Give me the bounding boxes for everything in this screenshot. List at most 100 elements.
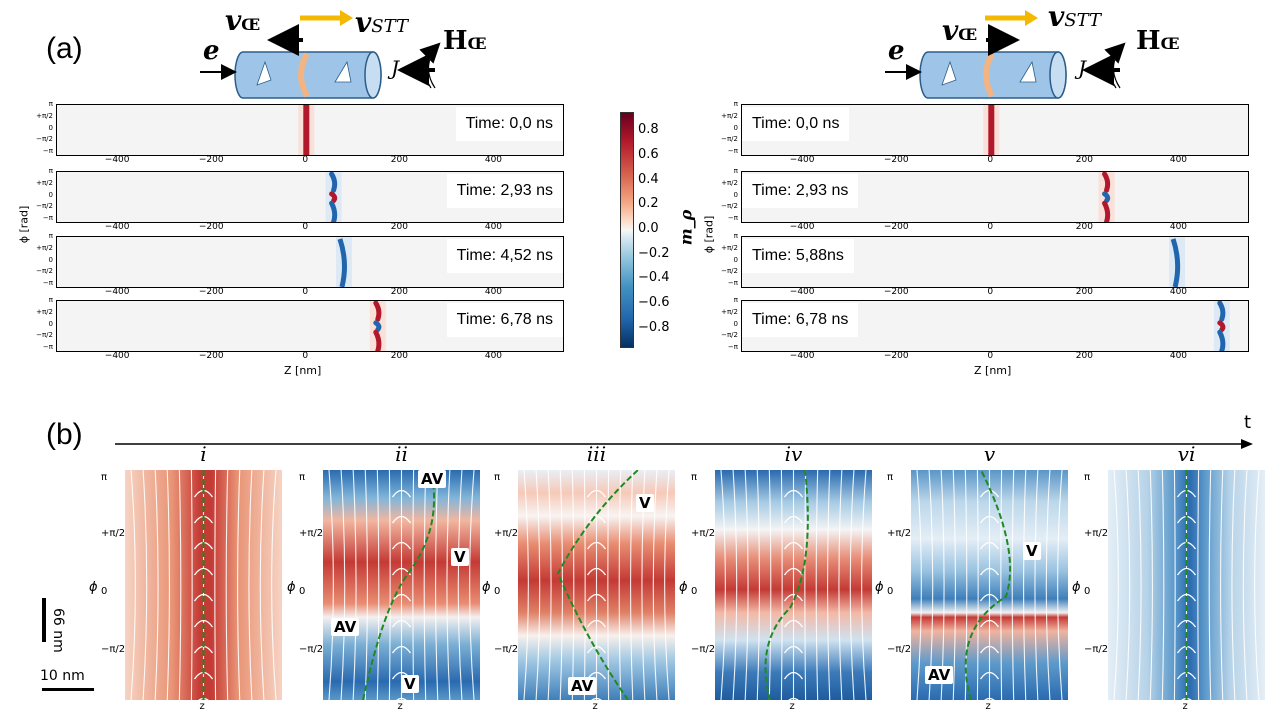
- snapshot-strip: Time: 6,78 ns: [56, 300, 564, 352]
- domain-wall-contour: [362, 470, 436, 700]
- streamline: [571, 470, 575, 700]
- streamline: [976, 470, 979, 700]
- streamlines: [916, 470, 1063, 700]
- streamline: [237, 470, 241, 700]
- x-tick-label: −200: [198, 351, 224, 361]
- x-tick-label: −200: [198, 222, 224, 232]
- vertical-scale-bar: [42, 598, 46, 642]
- chevron-streamline: [788, 697, 799, 700]
- domain-wall-plot: [298, 105, 315, 155]
- domain-wall: [1170, 238, 1181, 287]
- streamlines: [130, 470, 277, 700]
- right-y-axis-label: ϕ [rad]: [702, 215, 716, 254]
- streamline: [328, 470, 334, 700]
- streamline: [142, 470, 148, 700]
- phi-axis-label: ϕ: [1072, 580, 1081, 595]
- y-tick-label: −π: [727, 279, 738, 288]
- chevron-streamline: [1176, 567, 1197, 576]
- streamline: [720, 470, 726, 700]
- phi-tick-label: +π/2: [494, 528, 519, 539]
- colorbar-tick-label: −0.6: [638, 294, 670, 310]
- domain-wall-contour: [964, 470, 1012, 700]
- domain-wall: [303, 105, 310, 155]
- chevron-streamline: [586, 515, 607, 524]
- domain-wall-segment: [373, 320, 382, 333]
- x-tick-label: −200: [198, 287, 224, 297]
- y-tick-label: −π/2: [721, 267, 738, 276]
- y-tick-label: −π: [42, 343, 53, 352]
- phi-tick-label: −π/2: [299, 644, 324, 655]
- magnetization-map: V AV: [518, 470, 675, 700]
- chevron-streamline: [193, 619, 214, 628]
- streamline: [652, 470, 658, 700]
- phi-tick-label: +π/2: [101, 528, 126, 539]
- streamline: [364, 470, 368, 700]
- chevron-streamline: [391, 541, 412, 550]
- y-tick-label: π: [48, 296, 53, 304]
- y-tick-label: 0: [48, 190, 53, 199]
- chevron-streamline: [1176, 593, 1197, 602]
- y-tick-label: 0: [733, 123, 738, 132]
- x-tick-label: −400: [104, 222, 130, 232]
- chevron-streamline: [783, 619, 804, 628]
- colorbar-label: m_ρ: [676, 209, 696, 246]
- vertical-scale-label: 66 nm: [50, 608, 66, 653]
- phi-tick-label: +π/2: [1084, 528, 1109, 539]
- chevron-streamline: [979, 645, 1000, 654]
- antivortex-label: AV: [925, 666, 954, 684]
- domain-wall: [337, 238, 347, 287]
- chevron-streamline: [591, 697, 602, 700]
- chevron-streamline: [391, 489, 412, 498]
- phi-axis-label: ϕ: [679, 580, 688, 595]
- x-tick-label: −400: [104, 287, 130, 297]
- streamline: [1161, 470, 1165, 700]
- chevron-streamline: [1176, 619, 1197, 628]
- streamline: [271, 470, 277, 700]
- phi-tick-label: −π/2: [1084, 644, 1109, 655]
- streamline: [1220, 470, 1224, 700]
- streamline: [1208, 470, 1212, 700]
- timestamp-label: Time: 6,78 ns: [742, 303, 859, 337]
- streamline: [607, 470, 610, 700]
- colorbar-tick-label: 0.6: [638, 147, 659, 163]
- streamline: [166, 470, 170, 700]
- domain-wall-segment: [1217, 301, 1226, 322]
- y-tick-label: +π/2: [36, 178, 53, 187]
- domain-wall-segment: [1102, 200, 1111, 222]
- snapshot-index-label: vi: [1177, 442, 1196, 466]
- streamline: [1000, 470, 1003, 700]
- y-tick-label: +π/2: [36, 111, 53, 120]
- magnetization-map: V AV: [911, 470, 1068, 700]
- x-tick-label: 400: [484, 155, 503, 165]
- streamline: [352, 470, 357, 700]
- streamline: [827, 470, 831, 700]
- colorbar-tick-label: 0.8: [638, 122, 659, 138]
- streamline: [583, 470, 586, 700]
- panel-a-label: (a): [46, 32, 83, 65]
- chevron-streamline: [391, 593, 412, 602]
- vortex-label: V: [636, 494, 654, 512]
- phi-tick-label: 0: [887, 586, 894, 597]
- x-tick-label: −400: [789, 351, 815, 361]
- snapshot-strip: Time: 4,52 ns: [56, 236, 564, 288]
- x-tick-label: 0: [987, 287, 994, 297]
- phi-tick-label: π: [691, 472, 698, 483]
- phi-tick-label: π: [1084, 472, 1091, 483]
- x-tick-label: 400: [484, 287, 503, 297]
- field-label: HŒ: [443, 26, 487, 56]
- y-tick-label: 0: [48, 319, 53, 328]
- y-tick-label: −π: [727, 214, 738, 223]
- phi-tick-label: −π/2: [494, 644, 519, 655]
- domain-wall-segment: [329, 172, 338, 193]
- phi-tick-label: π: [887, 472, 894, 483]
- streamline: [1231, 470, 1236, 700]
- streamline: [1125, 470, 1131, 700]
- streamline: [259, 470, 265, 700]
- phi-tick-label: −π/2: [887, 644, 912, 655]
- snapshot-index-label: ii: [395, 442, 408, 466]
- chevron-streamline: [586, 619, 607, 628]
- x-tick-label: 0: [987, 351, 994, 361]
- timestamp-label: Time: 4,52 ns: [446, 239, 563, 273]
- streamline: [1023, 470, 1027, 700]
- y-tick-label: 0: [733, 319, 738, 328]
